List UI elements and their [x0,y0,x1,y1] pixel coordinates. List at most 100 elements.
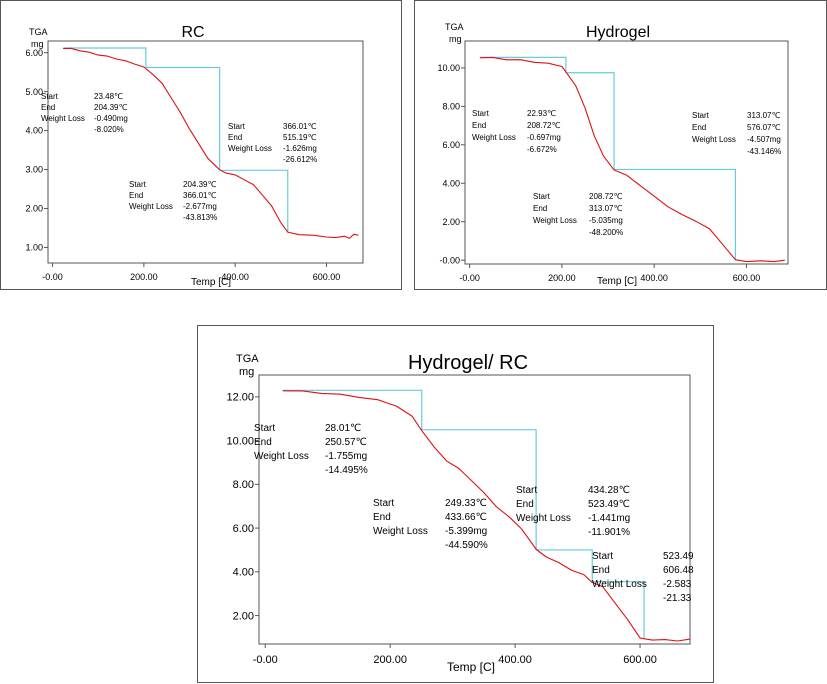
x-tick-label: 200.00 [130,272,158,282]
weight-loss-step [614,168,737,261]
x-tick-label: -0.00 [459,273,480,283]
step-annotation: Start End Weight Loss 204.39℃ 366.01℃ -2.677m… [129,180,217,222]
annotation-label: Weight Loss [129,202,173,211]
chart-title: Hydrogel/ RC [408,352,528,374]
annotation-label: Weight Loss [592,579,647,590]
annotation-value: -48.200% [589,228,623,237]
tga-curve [63,47,359,239]
weight-loss-step [420,429,537,550]
step-annotation: Start End Weight Loss 208.72℃ 313.07℃ -5.035m… [533,192,623,237]
annotation-value: 22.93℃ [527,109,556,118]
annotation-value: -43.146% [747,147,781,156]
y-axis-label: TGA [445,22,464,32]
chart-title: Hydrogel [586,24,650,41]
y-tick-label: 5.00 [25,87,43,97]
x-tick-label: 600.00 [623,654,657,666]
annotation-label: Start [692,111,710,120]
annotation-value: -2.583 [663,579,692,590]
y-tick-label: 12.00 [226,392,254,404]
y-axis-unit: mg [31,39,44,49]
annotation-value: -2.677mg [183,202,217,211]
annotation-value: 250.57℃ [325,437,367,448]
annotation-value: -8.020% [94,125,124,134]
annotation-value: -4.507mg [747,135,781,144]
step-annotation: Start End Weight Loss 434.28℃ 523.49℃ -1.441m… [516,485,630,538]
y-tick-label: -0.00 [439,255,460,265]
x-tick-label: 600.00 [313,272,341,282]
step-annotation: Start End Weight Loss 28.01℃ 250.57℃ -1.755mg… [254,423,368,476]
annotation-value: -6.672% [527,145,557,154]
annotation-value: 606.48 [663,565,694,576]
step-annotation: Start End Weight Loss 313.07℃ 576.07℃ -4.507m… [692,111,781,156]
plot-frame [258,374,691,645]
y-tick-label: 4.00 [233,567,254,579]
annotation-label: Weight Loss [692,135,736,144]
annotation-value: 204.39℃ [94,103,127,112]
x-tick-label: 400.00 [498,654,532,666]
annotation-value: 249.33℃ [445,498,487,509]
annotation-value: -5.399mg [445,526,487,537]
annotation-label: Start [254,423,275,434]
x-axis-label: Temp [C] [447,660,495,674]
tga-chart-hydrogel: Hydrogel TGA mg Temp [C] -0.00 200.00 400.00 60… [437,22,789,287]
annotation-value: -44.590% [445,540,488,551]
annotation-label: Start [373,498,394,509]
annotation-value: -11.901% [588,527,630,538]
annotation-value: 313.07℃ [589,204,622,213]
x-axis-label: Temp [C] [597,276,637,287]
annotation-label: End [516,499,534,510]
step-annotation: Start End Weight Loss 523.49 606.48 -2.583 -21… [592,551,694,604]
annotation-value: 23.48℃ [94,92,123,101]
annotation-label: Weight Loss [254,451,309,462]
y-tick-label: 2.00 [442,217,460,227]
step-annotation: Start End Weight Loss 366.01℃ 515.19℃ -1.626m… [228,122,317,164]
weight-loss-step [145,66,221,171]
x-tick-label: 400.00 [640,273,668,283]
x-tick-label: 600.00 [733,273,761,283]
annotation-label: Start [516,485,537,496]
tga-chart-rc: RC TGA mg Temp [C] -0.00 200.00 400.00 600.00 1.… [25,24,364,288]
plot-frame [47,40,364,264]
tga-panel-hydrogel: Hydrogel TGA mg Temp [C] -0.00 200.00 400.00 60… [414,0,827,290]
annotation-value: -0.697mg [527,133,561,142]
weight-loss-step [565,72,615,170]
step-annotation: Start End Weight Loss 23.48℃ 204.39℃ -0.490mg… [41,92,128,134]
annotation-value: 576.07℃ [747,123,780,132]
annotation-label: Start [129,180,147,189]
annotation-value: -1.755mg [325,451,367,462]
annotation-value: 204.39℃ [183,180,216,189]
step-annotation: Start End Weight Loss 249.33℃ 433.66℃ -5.399m… [373,498,488,551]
x-axis-label: Temp [C] [191,277,231,288]
annotation-label: End [129,191,143,200]
tga-panel-hydrogel-rc: Hydrogel/ RC TGA mg Temp [C] -0.00 200.00 400.… [197,325,714,683]
y-axis-label: TGA [29,27,48,37]
annotation-label: Start [472,109,490,118]
annotation-value: 366.01℃ [183,191,216,200]
annotation-value: 208.72℃ [589,192,622,201]
annotation-label: Start [228,122,246,131]
y-tick-label: 6.00 [25,48,43,58]
annotation-label: End [228,133,242,142]
chart-title: RC [181,24,204,41]
weight-loss-step [480,56,567,73]
annotation-value: 523.49 [663,551,694,562]
annotation-value: -1.441mg [588,513,630,524]
annotation-label: End [533,204,547,213]
annotation-value: -1.626mg [283,144,317,153]
annotation-value: -0.490mg [94,114,128,123]
y-axis-unit: mg [239,366,254,378]
y-tick-label: 2.00 [25,204,43,214]
annotation-value: 208.72℃ [527,121,560,130]
annotation-value: 366.01℃ [283,122,316,131]
weight-loss-step [536,549,593,582]
x-tick-label: 400.00 [221,272,249,282]
annotation-value: 433.66℃ [445,512,487,523]
y-axis-unit: mg [449,34,462,44]
annotation-label: End [373,512,391,523]
annotation-label: Weight Loss [533,216,577,225]
annotation-value: -21.33 [663,593,692,604]
annotation-label: End [41,103,55,112]
weight-loss-step [592,581,645,640]
weight-loss-step [219,169,289,233]
